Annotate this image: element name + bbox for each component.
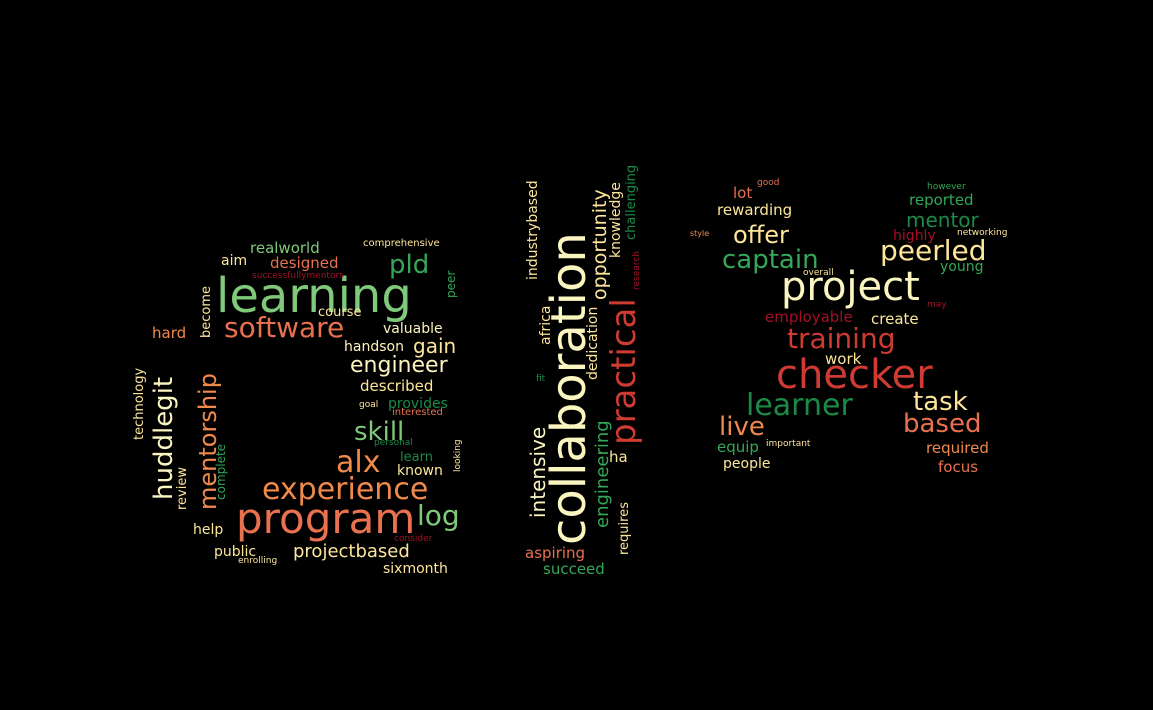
word-fit: fit — [536, 374, 546, 384]
word-consider: consider — [394, 534, 433, 544]
word-enrolling: enrolling — [238, 556, 277, 566]
word-projectbased: projectbased — [293, 541, 410, 562]
word-reported: reported — [909, 191, 974, 209]
word-mentorship: mentorship — [194, 373, 222, 510]
word-research: research — [632, 251, 642, 290]
word-review: review — [175, 467, 190, 510]
word-work: work — [825, 350, 862, 368]
word-designed: designed — [270, 254, 339, 272]
word-technology: technology — [132, 368, 147, 440]
word-valuable: valuable — [383, 321, 443, 337]
word-checker: checker — [776, 352, 933, 398]
word-engineering: engineering — [592, 420, 613, 528]
word-people: people — [723, 456, 770, 472]
word-may: may — [927, 300, 947, 310]
word-alx: alx — [336, 445, 380, 480]
word-task: task — [913, 387, 968, 417]
word-captain: captain — [722, 245, 819, 275]
word-africa: africa — [538, 306, 554, 345]
word-course: course — [318, 305, 361, 320]
word-aspiring: aspiring — [525, 544, 585, 562]
word-provides: provides — [388, 396, 448, 412]
word-skill: skill — [354, 417, 404, 447]
word-handson: handson — [344, 339, 404, 355]
word-hard: hard — [152, 324, 186, 342]
word-training: training — [787, 322, 895, 355]
word-offer: offer — [733, 221, 789, 249]
word-experience: experience — [262, 472, 428, 507]
word-learn: learn — [400, 450, 433, 465]
word-interested: interested — [392, 407, 443, 418]
word-highly: highly — [893, 228, 936, 244]
word-goal: goal — [359, 400, 378, 410]
word-live: live — [719, 412, 765, 442]
word-however: however — [927, 182, 966, 192]
word-employable: employable — [765, 308, 853, 326]
word-project: project — [781, 264, 920, 310]
word-dedication: dedication — [585, 307, 601, 380]
word-public: public — [214, 544, 256, 560]
word-important: important — [766, 439, 811, 449]
word-industrybased: industrybased — [525, 180, 541, 280]
word-gain: gain — [413, 334, 456, 358]
word-aim: aim — [221, 253, 247, 269]
word-networking: networking — [957, 228, 1007, 238]
word-opportunity: opportunity — [589, 189, 611, 300]
word-equip: equip — [717, 438, 759, 456]
word-required: required — [926, 439, 989, 457]
word-practical: practical — [604, 298, 644, 445]
word-sixmonth: sixmonth — [383, 561, 448, 577]
word-become: become — [199, 286, 214, 338]
word-software: software — [224, 311, 344, 344]
word-complete: complete — [214, 444, 228, 500]
word-succeed: succeed — [543, 560, 605, 578]
word-personal: personal — [374, 438, 413, 448]
word-known: known — [397, 463, 443, 479]
word-looking: looking — [453, 439, 463, 472]
word-intensive: intensive — [526, 427, 550, 518]
word-comprehensive: comprehensive — [363, 238, 440, 249]
word-create: create — [871, 310, 919, 328]
word-based: based — [903, 409, 981, 439]
word-learner: learner — [746, 388, 853, 423]
word-described: described — [360, 377, 433, 395]
word-successfullymentors: successfullymentors — [252, 271, 344, 281]
word-learning: learning — [216, 268, 412, 324]
word-realworld: realworld — [250, 239, 320, 257]
word-challenging: challenging — [624, 165, 639, 240]
word-peer: peer — [444, 271, 458, 298]
word-program: program — [236, 494, 415, 543]
word-style: style — [690, 229, 709, 238]
word-knowledge: knowledge — [608, 182, 624, 258]
word-peerled: peerled — [880, 234, 987, 267]
word-focus: focus — [938, 458, 978, 476]
word-engineer: engineer — [350, 353, 449, 378]
word-pld: pld — [389, 250, 429, 280]
word-mentor: mentor — [906, 208, 980, 232]
word-huddlegit: huddlegit — [149, 377, 179, 500]
word-ha: ha — [609, 448, 628, 466]
word-requires: requires — [617, 502, 632, 555]
word-rewarding: rewarding — [717, 201, 792, 219]
word-good: good — [757, 178, 779, 188]
word-overall: overall — [803, 268, 834, 278]
word-lot: lot — [733, 184, 752, 202]
word-collaboration: collaboration — [541, 232, 597, 545]
word-young: young — [940, 259, 983, 275]
word-help: help — [193, 522, 223, 538]
word-log: log — [417, 499, 460, 532]
